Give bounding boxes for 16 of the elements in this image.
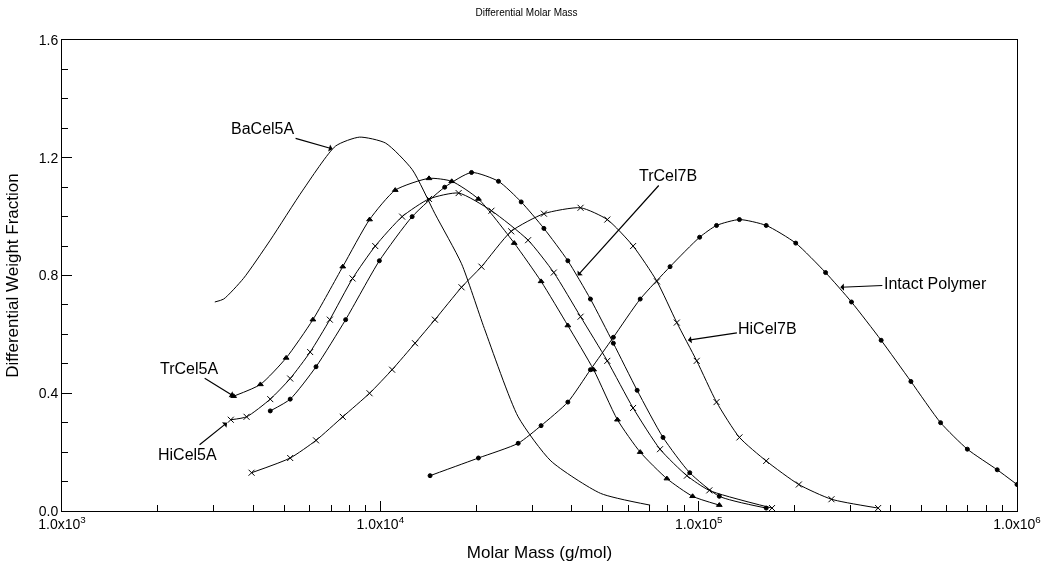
x-tick-label: 1.0x10$^{4}$ — [356, 513, 405, 532]
annotation: TrCel7B — [639, 167, 698, 184]
x-tick-label: 1.0x10$^{5}$ — [674, 513, 723, 532]
y-tick-label: 1.2 — [38, 149, 59, 166]
annotation: BaCel5A — [231, 120, 295, 137]
y-axis-title: Differential Weight Fraction — [3, 173, 23, 378]
y-tick-label: 0.8 — [38, 267, 59, 284]
y-tick-label: 0.4 — [38, 385, 59, 402]
y-tick-label: 1.6 — [38, 31, 59, 48]
annotation: HiCel7B — [738, 320, 797, 337]
annotation: HiCel5A — [158, 446, 218, 463]
annotation: TrCel5A — [160, 360, 219, 377]
annotation: Intact Polymer — [884, 275, 987, 292]
chart-title: Differential Molar Mass — [475, 6, 578, 18]
x-axis-title: Molar Mass (g/mol) — [466, 543, 613, 563]
x-tick-label: 1.0x10$^{6}$ — [993, 513, 1042, 532]
